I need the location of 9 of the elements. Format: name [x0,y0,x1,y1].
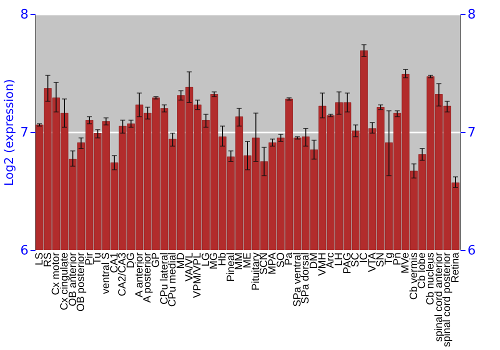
y-tick-label: 7 [20,126,28,140]
y2-tick-label: 8 [468,8,476,22]
y2-tick-label: 6 [468,244,476,258]
x-tick-label: Retina [450,252,462,283]
y2-tick-label: 7 [468,126,476,140]
y-tick-label: 8 [20,8,28,22]
y-axis-title: Log2 (expression) [2,79,16,186]
x-tick-label: Tg [382,252,395,265]
y-tick-label: 6 [20,244,28,258]
